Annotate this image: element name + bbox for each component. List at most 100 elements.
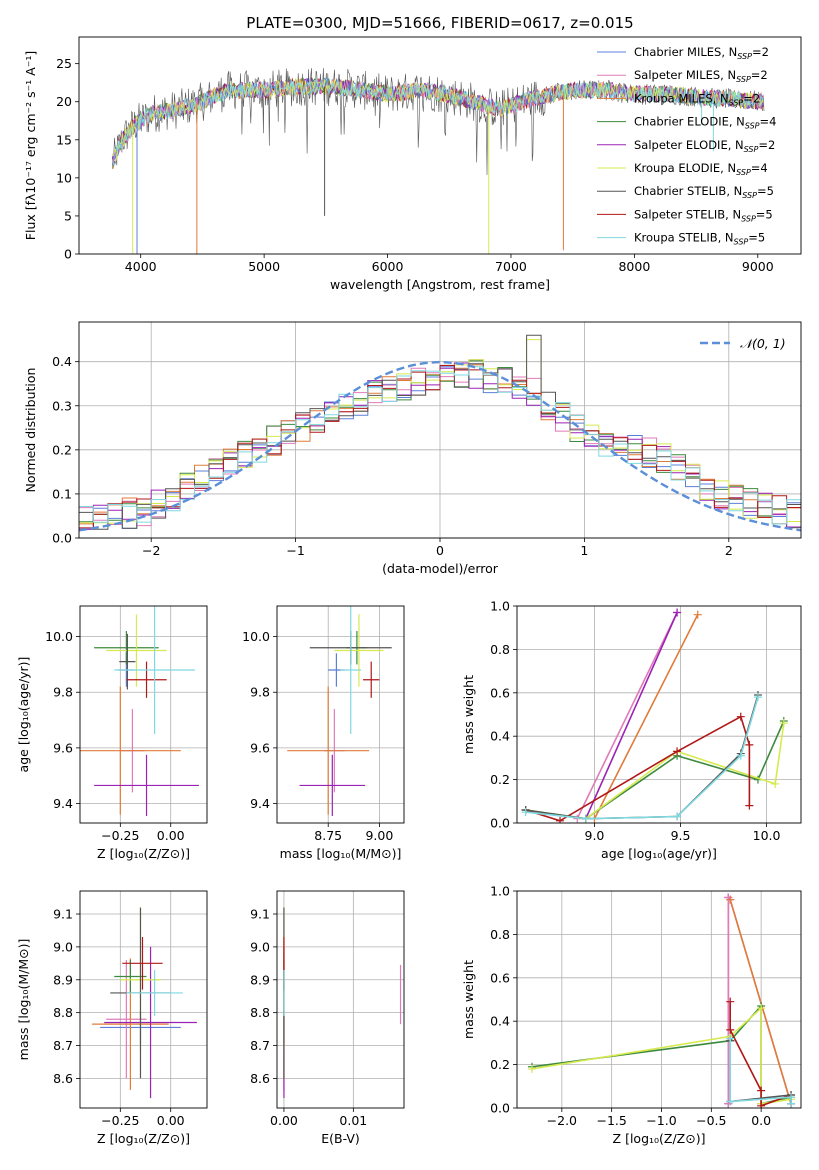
x-tick-label: 0.00 [270, 1113, 298, 1128]
x-tick-label: −0.25 [101, 828, 139, 843]
y-tick-label: 0 [64, 247, 72, 262]
weight-point-marker [527, 1064, 536, 1073]
axes-frame [516, 890, 802, 1109]
weight-point-marker [779, 719, 788, 728]
y-tick-label: 0.2 [490, 772, 510, 787]
legend-entry: Salpeter ELODIE, NSSP=2 [634, 138, 775, 154]
weight-point-marker [556, 816, 565, 823]
spectrum-chart-plot-area [111, 68, 765, 254]
x-tick-label: 9000 [742, 259, 774, 274]
x-tick-label: −1.0 [646, 1113, 676, 1128]
x-tick-label: 6000 [372, 259, 404, 274]
y-tick-label: 9.4 [53, 796, 73, 811]
axes-frame [78, 36, 802, 255]
weight-point-marker [726, 997, 735, 1006]
weight-point-marker [673, 812, 682, 821]
mass-vs-reddening-chart-plot-area [283, 907, 402, 1099]
y-tick-label: 5 [64, 208, 72, 223]
weight-point-marker [736, 751, 745, 760]
weight-point-marker [581, 814, 590, 823]
x-tick-label: 8000 [618, 259, 650, 274]
x-axis-label: Z [log₁₀(Z/Z⊙)] [613, 1131, 706, 1146]
weight-series-kroupa-miles [593, 614, 699, 820]
y-tick-label: 25 [56, 56, 72, 71]
x-tick-label: 5000 [248, 259, 280, 274]
y-tick-label: 8.7 [53, 1038, 73, 1053]
y-axis-label: mass weight [461, 960, 476, 1039]
y-tick-label: 0.2 [52, 442, 72, 457]
weight-point-marker [757, 1101, 766, 1108]
age-vs-mass-chart-plot-area [287, 606, 392, 817]
weight-series-kroupa-stelib [525, 696, 759, 820]
y-axis-label: age [log₁₀(age/yr)] [16, 657, 31, 773]
x-tick-label: −2 [142, 543, 160, 558]
x-tick-label: 1 [580, 543, 588, 558]
x-tick-label: 0.01 [339, 1113, 367, 1128]
legend-entry: 𝒩(0, 1) [740, 336, 786, 351]
age-vs-mass-chart: 8.75 9.00 9.4 9.6 9.8 10.0 mass [log₁₀(M/M⊙)] [242, 605, 405, 861]
y-tick-label: 0.4 [490, 729, 510, 744]
y-tick-label: 8.6 [53, 1071, 73, 1086]
x-tick-label: 0.00 [157, 828, 185, 843]
y-tick-label: 8.9 [250, 972, 270, 987]
histogram-series-kroupa-stelib [79, 366, 801, 525]
y-tick-label: 0.4 [52, 354, 72, 369]
mass-weight-vs-age-chart-plot-area [521, 608, 788, 823]
mass-vs-metallicity-chart-plot-area [92, 907, 197, 1099]
weight-series-chabrier-stelib [525, 694, 759, 820]
weight-point-marker [787, 1099, 796, 1108]
y-tick-label: 8.8 [53, 1005, 73, 1020]
legend-entry: Chabrier STELIB, NSSP=5 [634, 184, 774, 200]
weight-series-kroupa-miles [729, 899, 792, 1104]
x-tick-label: −1.5 [596, 1113, 626, 1128]
axes-frame [276, 890, 405, 1109]
y-tick-label: 0.0 [52, 531, 72, 546]
weight-series-salpeter-elodie [585, 612, 678, 820]
y-tick-label: 10.0 [45, 629, 73, 644]
y-tick-label: 8.6 [250, 1071, 270, 1086]
y-tick-label: 0.6 [490, 970, 510, 985]
y-tick-label: 10 [56, 170, 72, 185]
y-tick-label: 0.8 [490, 642, 510, 657]
weight-series-salpeter-stelib [525, 715, 751, 822]
weight-point-marker [673, 747, 682, 756]
y-tick-label: 9.1 [53, 907, 73, 922]
weight-point-marker [757, 1086, 766, 1095]
y-tick-label: 20 [56, 94, 72, 109]
x-tick-label: 0.00 [157, 1113, 185, 1128]
weight-point-marker [745, 740, 754, 749]
x-axis-label: E(B-V) [321, 1131, 360, 1146]
y-axis-label: mass [log₁₀(M/M⊙)] [16, 939, 31, 1061]
y-tick-label: 8.8 [250, 1005, 270, 1020]
weight-point-marker [726, 1097, 735, 1106]
y-tick-label: 9.0 [250, 939, 270, 954]
x-tick-label: −1 [286, 543, 304, 558]
weight-point-marker [726, 895, 735, 904]
x-axis-label: Z [log₁₀(Z/Z⊙)] [97, 1131, 190, 1146]
spectrum-legend: Chabrier MILES, NSSP=2 Salpeter MILES, NS… [597, 45, 776, 247]
x-tick-label: 8.75 [314, 828, 342, 843]
legend-entry: Salpeter MILES, NSSP=2 [634, 68, 768, 84]
x-axis-label: (data-model)/error [382, 561, 499, 576]
x-tick-label: 0.0 [751, 1113, 771, 1128]
y-tick-label: 8.7 [250, 1038, 270, 1053]
x-tick-label: −0.25 [101, 1113, 139, 1128]
legend-entry: Salpeter STELIB, NSSP=5 [634, 207, 773, 223]
y-tick-label: 9.6 [250, 740, 270, 755]
x-tick-label: 2 [725, 543, 733, 558]
x-axis-label: mass [log₁₀(M/M⊙)] [280, 846, 402, 861]
weight-point-marker [673, 608, 682, 617]
y-tick-label: 9.0 [53, 939, 73, 954]
x-axis-label: wavelength [Angstrom, rest frame] [330, 277, 550, 292]
y-tick-label: 10.0 [242, 629, 270, 644]
weight-series-chabrier-elodie [525, 720, 785, 820]
x-tick-label: 4000 [125, 259, 157, 274]
axes-frame [79, 605, 208, 824]
y-tick-label: 0.2 [490, 1057, 510, 1072]
weight-point-marker [726, 1025, 735, 1034]
legend-entry: Chabrier ELODIE, NSSP=4 [634, 115, 776, 131]
y-axis-label: Flux [fλ10⁻¹⁷ erg cm⁻² s⁻¹ A⁻¹] [23, 51, 38, 240]
x-axis-label: Z [log₁₀(Z/Z⊙)] [97, 846, 190, 861]
